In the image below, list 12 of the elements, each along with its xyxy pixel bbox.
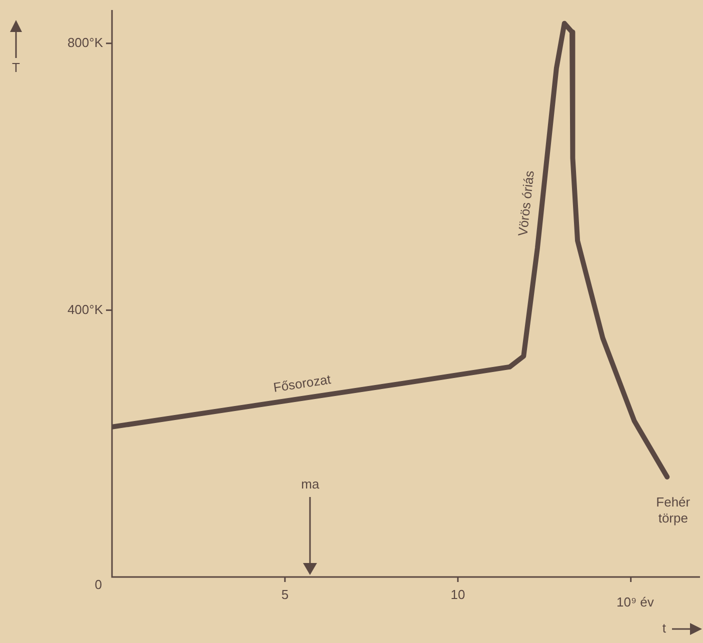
annotation: ma <box>301 476 320 492</box>
text: 10⁹ év <box>616 594 654 610</box>
annotation: Fősorozat <box>272 372 332 396</box>
x-tick-label: 10 <box>450 587 466 602</box>
annotation: Vörös óriás <box>515 169 537 237</box>
x-tick-label: 5 <box>281 587 289 602</box>
annotation: Fehér törpe <box>656 494 691 526</box>
y-tick-label: 0 <box>94 577 102 592</box>
y-tick-label: 800°K <box>67 34 104 50</box>
x-axis-title: t <box>662 620 666 636</box>
y-tick-label: 400°K <box>67 302 104 317</box>
y-axis-title: T <box>12 60 20 76</box>
